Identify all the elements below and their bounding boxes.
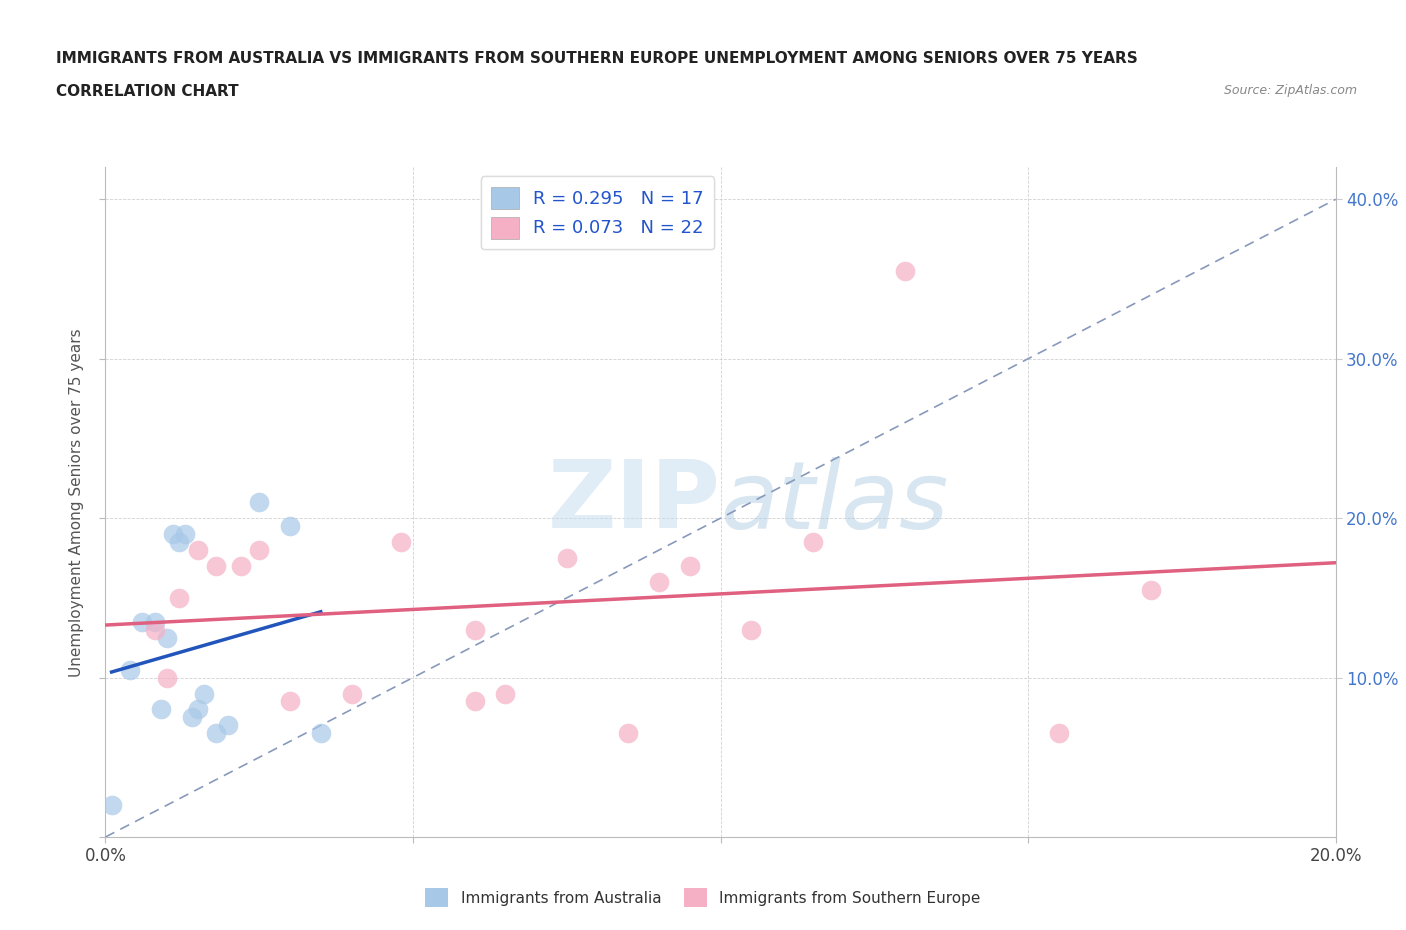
Point <box>193 686 215 701</box>
Point <box>187 542 209 557</box>
Point <box>100 798 122 813</box>
Point <box>156 631 179 645</box>
Point <box>1047 726 1070 741</box>
Point <box>205 726 228 741</box>
Point <box>149 702 172 717</box>
Point <box>131 615 153 630</box>
Point <box>1140 582 1163 597</box>
Point <box>801 535 824 550</box>
Point <box>143 622 166 637</box>
Point <box>464 622 486 637</box>
Point <box>162 526 184 541</box>
Point <box>247 542 270 557</box>
Point <box>205 559 228 574</box>
Point <box>169 591 191 605</box>
Point <box>309 726 332 741</box>
Legend: Immigrants from Australia, Immigrants from Southern Europe: Immigrants from Australia, Immigrants fr… <box>419 883 987 913</box>
Point <box>180 710 202 724</box>
Point <box>555 551 578 565</box>
Point <box>617 726 640 741</box>
Point <box>187 702 209 717</box>
Text: CORRELATION CHART: CORRELATION CHART <box>56 84 239 99</box>
Point <box>156 671 179 685</box>
Point <box>143 615 166 630</box>
Point <box>340 686 363 701</box>
Point <box>494 686 516 701</box>
Text: ZIP: ZIP <box>548 457 721 548</box>
Point <box>120 662 141 677</box>
Text: Source: ZipAtlas.com: Source: ZipAtlas.com <box>1223 84 1357 97</box>
Point <box>894 263 917 278</box>
Point <box>740 622 762 637</box>
Legend: R = 0.295   N = 17, R = 0.073   N = 22: R = 0.295 N = 17, R = 0.073 N = 22 <box>481 177 714 249</box>
Point <box>679 559 702 574</box>
Point <box>389 535 412 550</box>
Y-axis label: Unemployment Among Seniors over 75 years: Unemployment Among Seniors over 75 years <box>69 328 84 676</box>
Point <box>464 694 486 709</box>
Point <box>648 575 671 590</box>
Point <box>169 535 191 550</box>
Point <box>229 559 252 574</box>
Text: atlas: atlas <box>721 457 949 548</box>
Point <box>218 718 240 733</box>
Point <box>278 694 301 709</box>
Point <box>174 526 197 541</box>
Text: IMMIGRANTS FROM AUSTRALIA VS IMMIGRANTS FROM SOUTHERN EUROPE UNEMPLOYMENT AMONG : IMMIGRANTS FROM AUSTRALIA VS IMMIGRANTS … <box>56 51 1137 66</box>
Point <box>278 519 301 534</box>
Point <box>247 495 270 510</box>
